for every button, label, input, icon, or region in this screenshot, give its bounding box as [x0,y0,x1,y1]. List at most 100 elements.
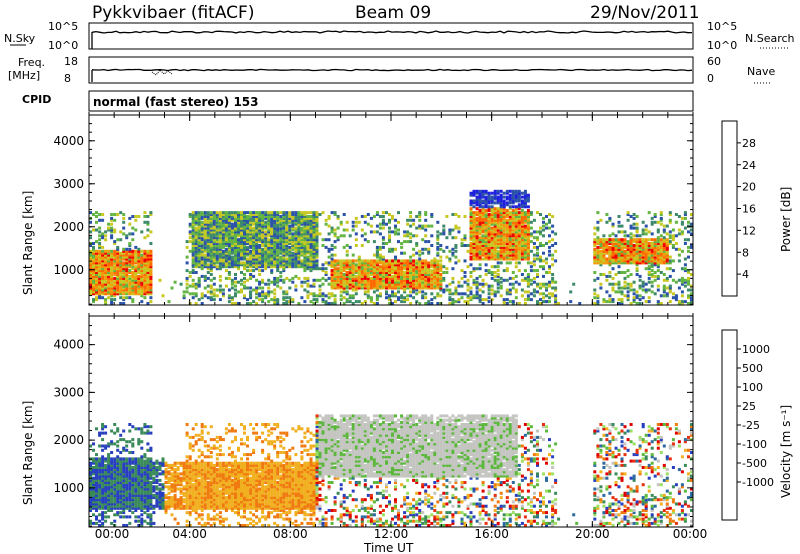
heatmap-cell [381,280,385,284]
heatmap-cell [427,278,431,282]
heatmap-cell [415,263,419,267]
heatmap-cell [98,296,102,300]
heatmap-cell [493,226,497,230]
heatmap-cell [644,249,648,253]
heatmap-cell [279,261,283,265]
heatmap-cell [291,298,295,302]
heatmap-cell [92,242,95,245]
heatmap-cell [526,282,530,286]
heatmap-cell [511,232,515,236]
heatmap-cell [294,216,298,220]
heatmap-cell [690,244,693,247]
heatmap-cell [409,224,413,228]
heatmap-cell [140,288,144,292]
heatmap-cell [653,271,657,274]
heatmap-cell [354,267,358,271]
heatmap-cell [626,294,630,298]
heatmap-cell [526,280,530,284]
heatmap-cell [107,261,111,265]
heatmap-cell [92,300,95,304]
heatmap-cell [412,282,416,286]
heatmap-cell [427,280,431,284]
heatmap-cell [653,244,657,247]
heatmap-cell [203,265,207,269]
heatmap-cell [490,244,494,247]
heatmap-cell [617,240,621,244]
heatmap-cell [526,296,530,300]
heatmap-cell [218,265,222,269]
heatmap-cell [403,284,407,288]
heatmap-cell [146,269,150,273]
heatmap-cell [366,265,370,269]
heatmap-cell [490,222,494,226]
heatmap-cell [499,205,503,209]
heatmap-cell [95,274,98,278]
heatmap-cell [221,222,225,226]
heatmap-cell [593,251,597,255]
heatmap-cell [463,292,467,296]
heatmap-cell [357,273,361,276]
heatmap-cell [635,242,639,245]
heatmap-cell [409,240,413,244]
date-title: 29/Nov/2011 [590,3,700,23]
heatmap-cell [203,234,207,238]
heatmap-cell [282,228,286,232]
heatmap-cell [270,290,274,294]
heatmap-cell [200,216,204,220]
heatmap-cell [276,251,280,255]
heatmap-cell [369,296,373,300]
heatmap-cell [276,298,280,302]
heatmap-cell [409,265,413,269]
heatmap-cell [617,255,621,259]
heatmap-cell [614,282,618,286]
heatmap-cell [209,242,213,245]
heatmap-cell [448,288,452,292]
heatmap-cell [212,216,216,220]
heatmap-cell [508,230,512,234]
heatmap-cell [285,234,289,238]
heatmap-cell [104,267,108,271]
heatmap-cell [448,296,452,300]
heatmap-cell [318,292,322,296]
heatmap-cell [234,232,237,236]
heatmap-cell [638,284,642,288]
heatmap-cell [318,213,322,216]
heatmap-cell [511,195,515,199]
heatmap-cell [234,218,237,222]
heatmap-cell [267,234,271,238]
heatmap-cell [243,224,246,228]
heatmap-cell [391,284,394,288]
heatmap-cell [330,228,334,232]
heatmap-cell [200,296,204,300]
heatmap-cell [502,215,506,218]
heatmap-cell [282,215,286,218]
heatmap-cell [481,228,485,232]
heatmap-cell [596,226,600,230]
heatmap-cell [523,213,527,216]
heatmap-cell [291,234,295,238]
heatmap-cell [249,269,253,273]
heatmap-cell [388,220,391,224]
heatmap-cell [662,286,666,290]
heatmap-cell [288,296,292,300]
heatmap-cell [415,273,419,276]
heatmap-cell [324,302,328,305]
heatmap-cell [267,294,271,298]
heatmap-cell [451,247,455,251]
heatmap-cell [342,265,346,269]
heatmap-cell [481,220,485,224]
heatmap-cell [270,271,274,274]
heatmap-cell [101,263,105,267]
heatmap-cell [659,302,663,305]
heatmap-cell [237,267,240,271]
heatmap-cell [224,228,228,232]
heatmap-cell [388,282,391,286]
heatmap-cell [554,288,558,292]
heatmap-cell [119,230,123,234]
heatmap-cell [385,278,388,282]
heatmap-cell [218,228,222,232]
heatmap-cell [92,459,95,463]
heatmap-cell [406,278,410,282]
heatmap-cell [508,251,512,255]
heatmap-cell [119,263,123,267]
